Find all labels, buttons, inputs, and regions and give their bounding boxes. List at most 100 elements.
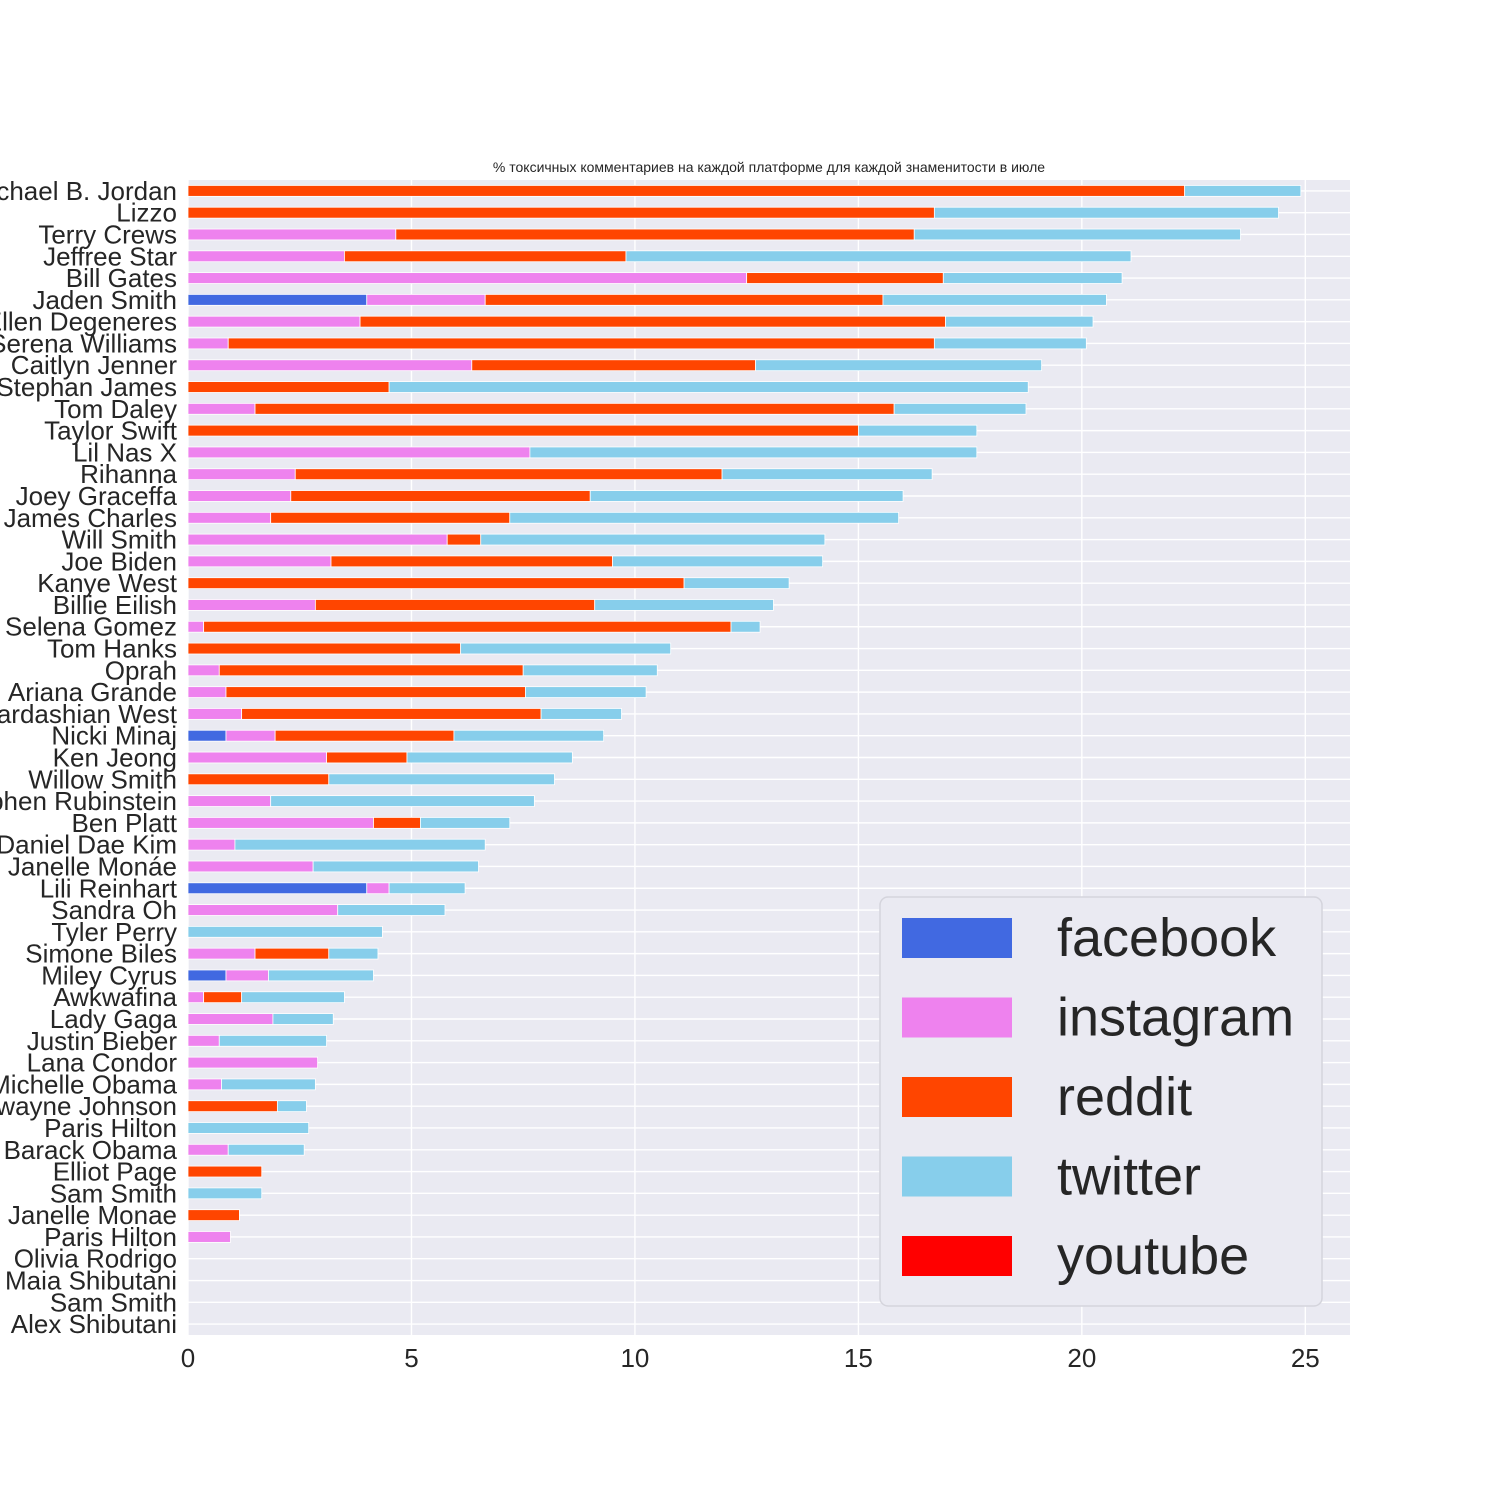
bar-segment-instagram xyxy=(187,795,272,807)
y-tick-label: Awkwafina xyxy=(53,982,177,1012)
bar-segment-facebook xyxy=(187,969,227,982)
bar-segment-reddit xyxy=(203,620,732,633)
bar-segment-twitter xyxy=(270,795,535,807)
bar-segment-facebook xyxy=(187,882,368,895)
y-tick-label: Tyler Perry xyxy=(51,917,177,947)
bar-segment-instagram xyxy=(187,490,292,502)
bar-segment-twitter xyxy=(453,729,605,742)
y-tick-label: Joe Biden xyxy=(61,546,177,576)
y-tick-label: Justin Bieber xyxy=(27,1026,178,1056)
bar-segment-twitter xyxy=(419,817,511,829)
bar-segment-reddit xyxy=(187,773,330,786)
y-tick-label: Miley Cyrus xyxy=(41,960,177,990)
bar-segment-reddit xyxy=(187,424,859,437)
bar-segment-instagram xyxy=(187,446,531,459)
bar-segment-instagram xyxy=(187,1231,231,1243)
y-tick-label: Ben Platt xyxy=(71,808,177,838)
bar-segment-reddit xyxy=(484,294,884,306)
y-tick-label: Lil Nas X xyxy=(73,437,177,467)
bar-segment-twitter xyxy=(218,1034,327,1047)
y-tick-label: Jeffree Star xyxy=(43,241,177,271)
bar-segment-instagram xyxy=(225,729,276,742)
x-axis-ticks: 0 5 10 15 20 25 xyxy=(181,1343,1320,1373)
x-tick-label: 15 xyxy=(844,1343,873,1373)
y-tick-label: Ariana Grande xyxy=(8,677,177,707)
y-tick-label: Michael B. Jordan xyxy=(0,176,177,206)
bar-segment-reddit xyxy=(187,185,1186,197)
y-tick-label: Selena Gomez xyxy=(5,612,177,642)
bar-segment-twitter xyxy=(933,337,1087,350)
bar-series xyxy=(187,185,1302,1243)
y-tick-label: Sandra Oh xyxy=(51,895,177,925)
bar-segment-reddit xyxy=(359,315,946,328)
bar-segment-instagram xyxy=(187,533,448,546)
x-tick-label: 20 xyxy=(1067,1343,1096,1373)
bar-segment-twitter xyxy=(276,1100,307,1113)
bar-segment-instagram xyxy=(187,555,332,568)
bar-segment-instagram xyxy=(187,904,339,916)
bar-segment-twitter xyxy=(589,490,904,502)
y-tick-label: Tom Daley xyxy=(54,394,177,424)
bar-segment-instagram xyxy=(187,599,316,611)
y-tick-label: Willow Smith xyxy=(28,764,177,794)
bar-segment-twitter xyxy=(857,424,978,437)
bar-segment-reddit xyxy=(270,511,511,524)
y-tick-label: Rihanna xyxy=(80,459,177,489)
bar-segment-instagram xyxy=(187,838,236,851)
bar-segment-twitter xyxy=(755,359,1043,372)
bar-segment-twitter xyxy=(388,381,1029,393)
bar-segment-reddit xyxy=(290,490,591,502)
y-tick-label: Alex Shibutani xyxy=(11,1309,177,1339)
y-tick-label: James Charles xyxy=(4,503,177,533)
bar-segment-reddit xyxy=(344,250,627,263)
y-tick-label: Ken Jeong xyxy=(53,743,177,773)
bar-segment-reddit xyxy=(187,577,685,590)
bar-segment-instagram xyxy=(187,1013,274,1025)
bar-segment-twitter xyxy=(540,708,622,720)
bar-segment-reddit xyxy=(254,947,330,960)
x-tick-label: 10 xyxy=(620,1343,649,1373)
y-tick-label: Janelle Monáe xyxy=(8,851,177,881)
y-tick-label: Caitlyn Jenner xyxy=(11,350,178,380)
bar-segment-twitter xyxy=(312,860,479,873)
y-tick-label: Sam Smith xyxy=(50,1178,177,1208)
bar-segment-instagram xyxy=(187,947,256,960)
bar-segment-instagram xyxy=(187,511,272,524)
y-tick-label: Sam Smith xyxy=(50,1287,177,1317)
bar-segment-instagram xyxy=(187,664,220,677)
y-tick-label: Dwayne Johnson xyxy=(0,1091,177,1121)
bar-segment-twitter xyxy=(480,533,826,546)
bar-segment-twitter xyxy=(272,1013,334,1025)
bar-segment-facebook xyxy=(187,729,227,742)
bar-segment-twitter xyxy=(933,206,1279,219)
legend-swatch-instagram xyxy=(902,997,1012,1038)
legend: facebook instagram reddit twitter youtube xyxy=(879,896,1323,1307)
bar-segment-reddit xyxy=(187,381,390,393)
legend-label-facebook: facebook xyxy=(1057,908,1277,968)
bar-segment-instagram xyxy=(187,817,374,829)
bar-segment-twitter xyxy=(945,315,1094,328)
legend-label-reddit: reddit xyxy=(1057,1067,1192,1127)
bar-segment-instagram xyxy=(187,860,314,873)
bar-segment-reddit xyxy=(294,468,723,481)
bar-segment-reddit xyxy=(187,642,462,655)
bar-segment-instagram xyxy=(187,1143,229,1156)
bar-segment-twitter xyxy=(522,664,658,677)
bar-segment-twitter xyxy=(227,1143,305,1156)
bar-segment-twitter xyxy=(187,1122,310,1134)
bar-segment-twitter xyxy=(525,686,647,698)
bar-segment-reddit xyxy=(395,228,915,241)
y-tick-label: Ellen Degeneres xyxy=(0,307,177,337)
bar-segment-reddit xyxy=(203,991,243,1004)
bar-segment-twitter xyxy=(234,838,486,851)
x-tick-label: 0 xyxy=(181,1343,195,1373)
y-tick-label: Lili Reinhart xyxy=(40,873,178,903)
bar-segment-instagram xyxy=(187,620,205,633)
bar-segment-instagram xyxy=(187,1034,220,1047)
bar-segment-instagram xyxy=(366,294,486,306)
x-tick-label: 25 xyxy=(1291,1343,1320,1373)
bar-segment-reddit xyxy=(746,272,944,284)
y-tick-label: Nicki Minaj xyxy=(51,721,177,751)
bar-segment-twitter xyxy=(328,773,555,786)
bar-segment-twitter xyxy=(893,402,1027,415)
